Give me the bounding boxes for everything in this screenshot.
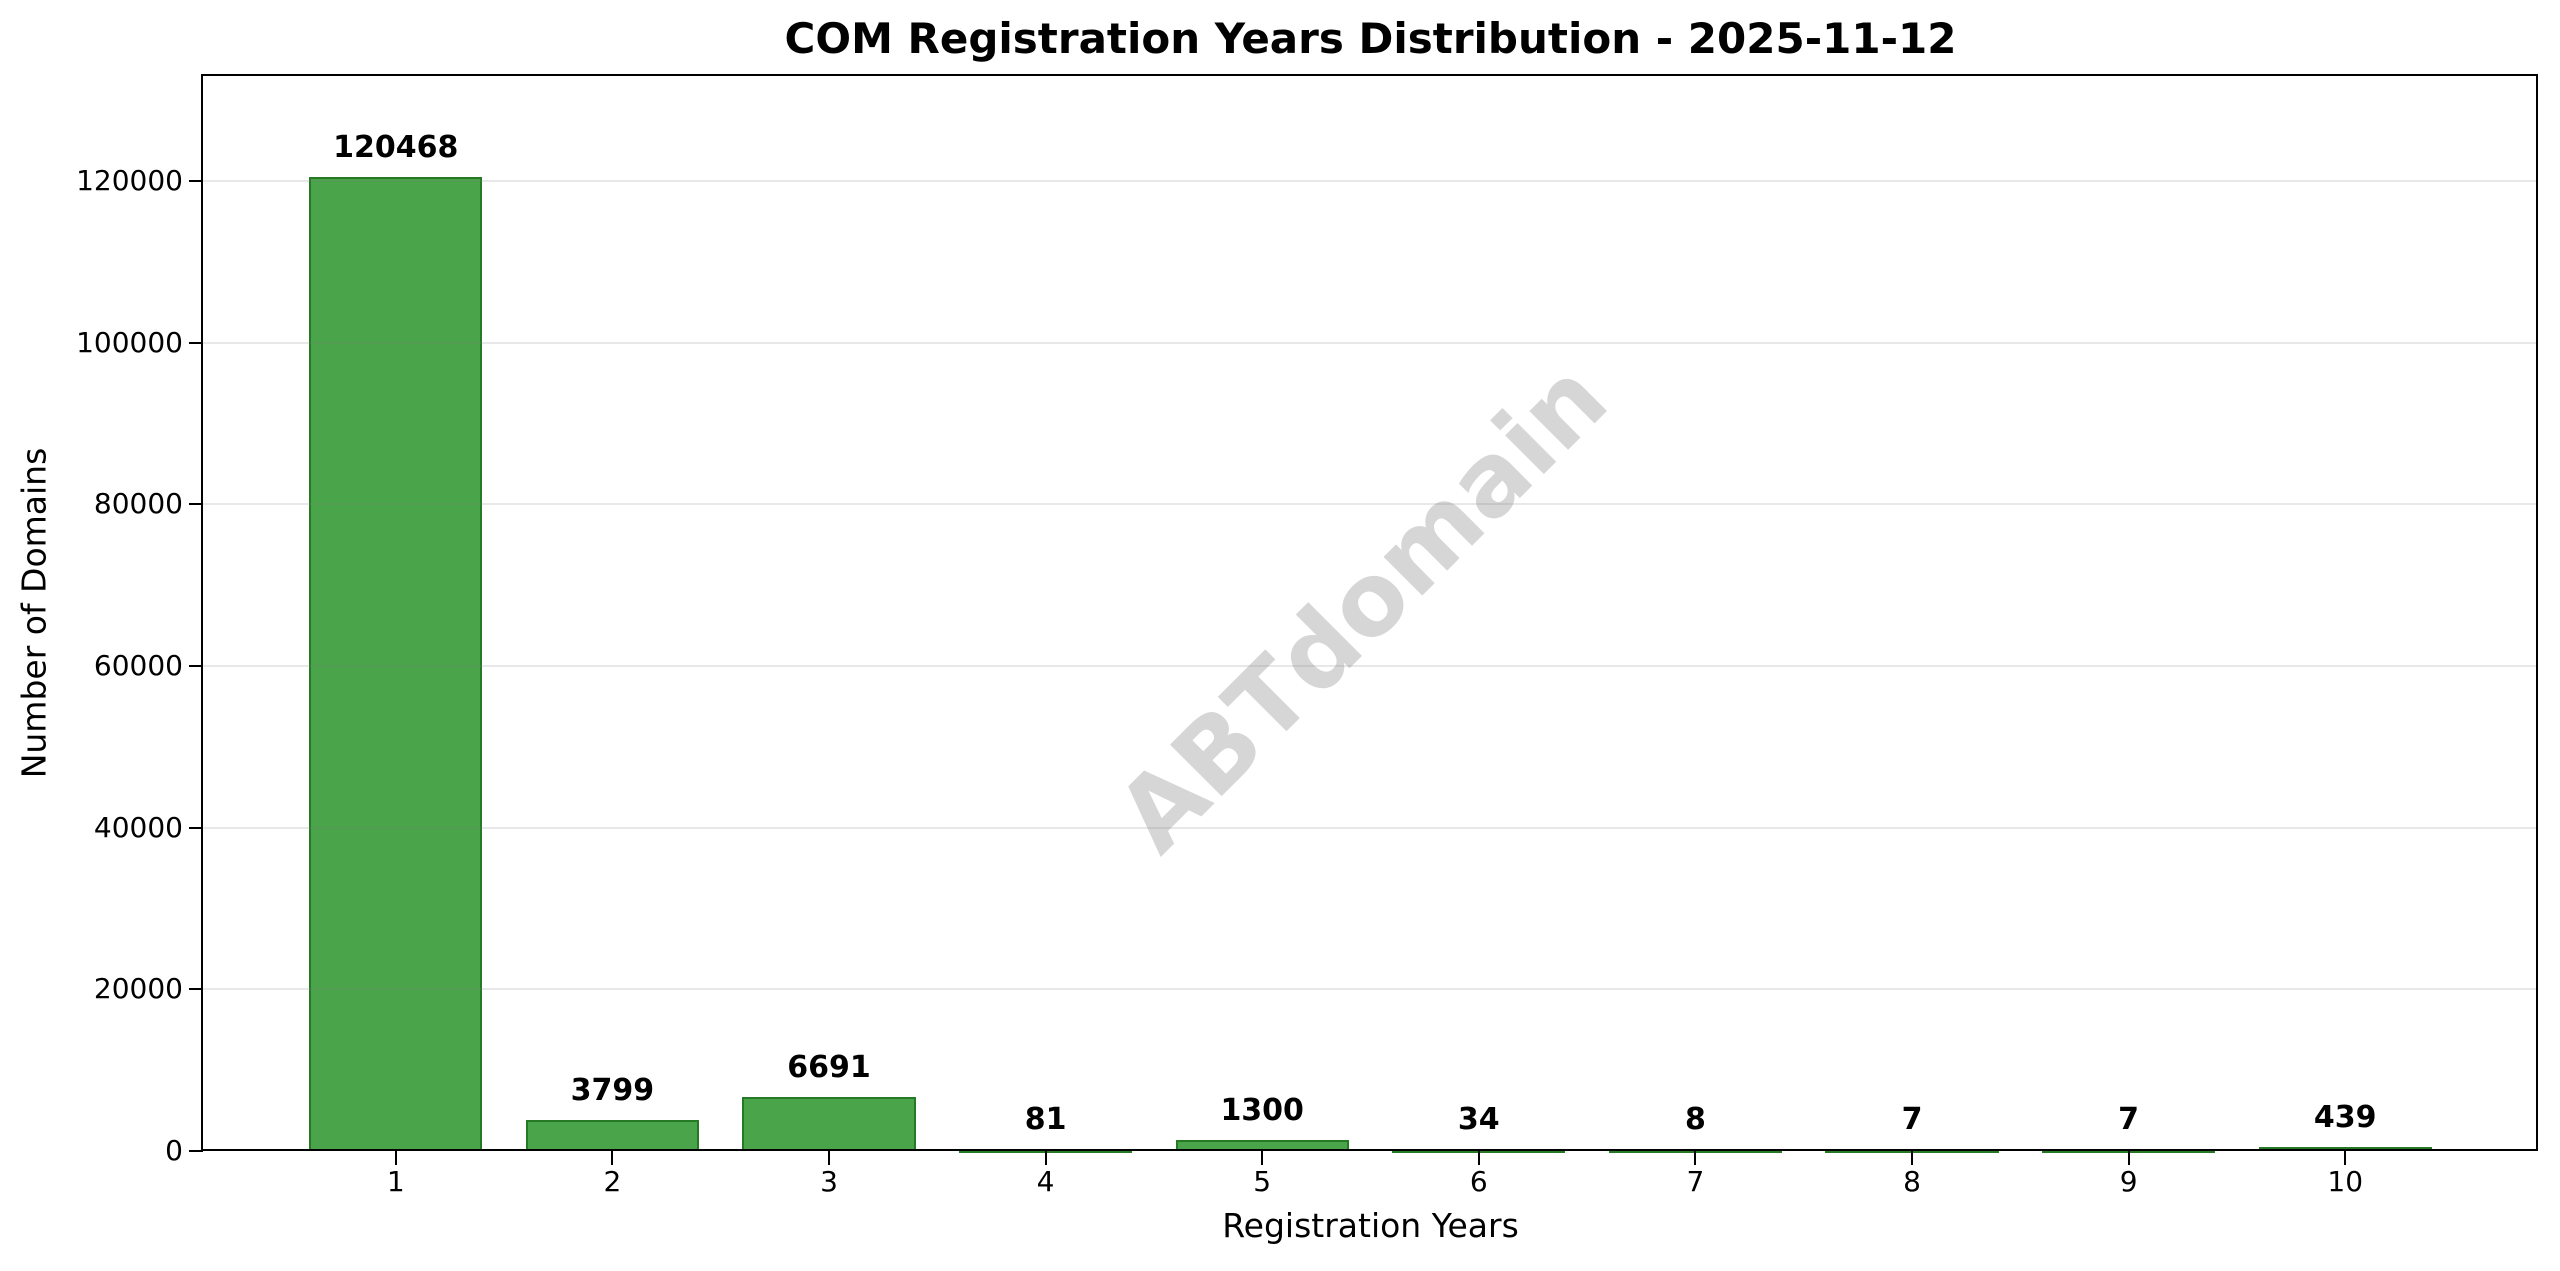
x-tick-label: 6 xyxy=(1469,1165,1488,1198)
y-tick-mark xyxy=(189,503,203,506)
bar-value-label: 1300 xyxy=(1220,1093,1304,1129)
x-tick-mark xyxy=(1261,1151,1264,1165)
x-tick-label: 8 xyxy=(1903,1165,1921,1198)
y-tick-mark xyxy=(189,988,203,991)
x-tick-label: 4 xyxy=(1036,1165,1055,1198)
x-tick-mark xyxy=(1044,1151,1047,1165)
bar-value-label: 6691 xyxy=(787,1049,871,1085)
x-tick-label: 3 xyxy=(820,1165,838,1198)
y-tick-label: 20000 xyxy=(93,972,183,1006)
y-tick-mark xyxy=(189,826,203,829)
x-tick-mark xyxy=(394,1151,397,1165)
bar xyxy=(1175,1140,1349,1151)
x-tick-mark xyxy=(1477,1151,1480,1165)
gridline xyxy=(203,665,2538,668)
bar-value-label: 120468 xyxy=(333,130,459,166)
gridline xyxy=(203,826,2538,829)
gridline xyxy=(203,180,2538,183)
chart-title: COM Registration Years Distribution - 20… xyxy=(784,14,1957,63)
x-tick-label: 10 xyxy=(2327,1165,2364,1198)
y-tick-label: 0 xyxy=(165,1134,183,1167)
bar xyxy=(742,1096,916,1151)
y-tick-label: 40000 xyxy=(93,810,183,844)
x-tick-mark xyxy=(827,1151,830,1165)
x-tick-mark xyxy=(611,1151,614,1165)
x-tick-label: 2 xyxy=(603,1165,622,1198)
x-tick-label: 9 xyxy=(2119,1165,2138,1198)
x-tick-mark xyxy=(1911,1151,1913,1165)
bar-value-label: 3799 xyxy=(570,1073,655,1109)
y-tick-label: 120000 xyxy=(76,164,183,198)
y-tick-mark xyxy=(189,1150,203,1152)
x-axis-label: Registration Years xyxy=(1222,1206,1519,1245)
y-tick-mark xyxy=(189,665,203,668)
bar-value-label: 439 xyxy=(2313,1100,2377,1136)
x-tick-mark xyxy=(2344,1151,2347,1165)
x-tick-label: 7 xyxy=(1686,1165,1705,1198)
gridline xyxy=(203,341,2538,344)
y-tick-label: 60000 xyxy=(93,649,183,683)
x-tick-label: 5 xyxy=(1253,1165,1272,1198)
x-tick-label: 1 xyxy=(386,1165,405,1198)
y-tick-mark xyxy=(189,180,203,183)
y-tick-label: 100000 xyxy=(76,325,183,359)
gridline xyxy=(203,988,2538,991)
gridline xyxy=(203,503,2538,506)
bar-value-label: 81 xyxy=(1024,1102,1067,1137)
watermark: ABTdomain xyxy=(1094,339,1630,875)
bar-value-label: 7 xyxy=(2118,1102,2140,1137)
bar xyxy=(525,1120,700,1151)
bar-value-label: 8 xyxy=(1684,1102,1706,1137)
x-tick-mark xyxy=(2127,1151,2130,1165)
bar-value-label: 7 xyxy=(1901,1102,1923,1137)
bar-value-label: 34 xyxy=(1457,1102,1500,1137)
y-tick-mark xyxy=(189,341,203,344)
x-tick-mark xyxy=(1694,1151,1697,1165)
y-tick-label: 80000 xyxy=(93,487,183,521)
